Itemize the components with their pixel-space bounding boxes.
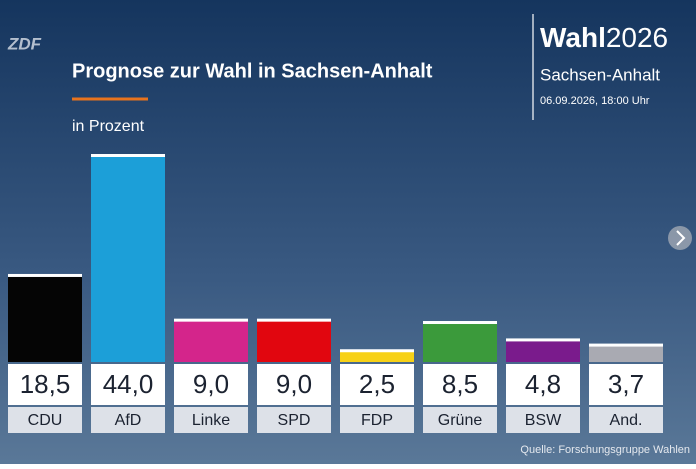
category-box [91, 407, 165, 433]
category-label: SPD [278, 412, 311, 429]
value-box [174, 364, 248, 405]
value-box [91, 364, 165, 405]
bar [8, 274, 82, 362]
source: Quelle: Forschungsgruppe Wahlen [520, 444, 690, 456]
value-box [340, 364, 414, 405]
bar [589, 344, 663, 362]
region: Sachsen-Anhalt [540, 65, 660, 84]
bar [423, 322, 497, 362]
year: 2026 [606, 22, 668, 53]
value-box [506, 364, 580, 405]
value-label: 9,0 [193, 369, 229, 399]
value-label: 2,5 [359, 369, 395, 399]
value-label: 44,0 [103, 369, 154, 399]
bar [506, 339, 580, 362]
bar [340, 350, 414, 362]
value-label: 4,8 [525, 369, 561, 399]
datetime: 06.09.2026, 18:00 Uhr [540, 95, 650, 107]
category-box [257, 407, 331, 433]
category-label: CDU [28, 412, 63, 429]
value-box [589, 364, 663, 405]
next-button-bg[interactable] [668, 226, 692, 250]
value-box [257, 364, 331, 405]
value-box [8, 364, 82, 405]
category-box [589, 407, 663, 433]
value-label: 3,7 [608, 369, 644, 399]
bar [91, 155, 165, 362]
category-box [340, 407, 414, 433]
category-box [506, 407, 580, 433]
bar-top-edge [423, 321, 497, 325]
value-label: 18,5 [20, 369, 71, 399]
bar-top-edge [91, 154, 165, 157]
wordmark-line: Wahl2026 [540, 22, 668, 53]
chart-subtitle: in Prozent [72, 118, 145, 135]
category-label: Linke [192, 412, 230, 429]
category-label: FDP [361, 412, 393, 429]
category-label: AfD [115, 412, 142, 429]
category-label: BSW [525, 412, 562, 429]
value-box [423, 364, 497, 405]
logo: ZDF [7, 34, 42, 53]
bar [257, 319, 331, 362]
category-label: And. [610, 412, 643, 429]
bar-top-edge [174, 318, 248, 322]
bar-top-edge [589, 343, 663, 347]
next-arrow[interactable] [676, 230, 686, 246]
category-box [423, 407, 497, 433]
next-button[interactable] [668, 226, 692, 250]
value-label: 9,0 [276, 369, 312, 399]
bar-top-edge [8, 273, 82, 277]
category-box [174, 407, 248, 433]
category-box [8, 407, 82, 433]
category-label: Grüne [438, 412, 483, 429]
bar [174, 319, 248, 362]
value-label: 8,5 [442, 369, 478, 399]
bar-top-edge [506, 338, 580, 342]
wordmark: Wahl [540, 22, 606, 53]
bar-top-edge [340, 349, 414, 353]
chart-title: Prognose zur Wahl in Sachsen-Anhalt [72, 60, 433, 82]
bar-top-edge [257, 318, 331, 322]
